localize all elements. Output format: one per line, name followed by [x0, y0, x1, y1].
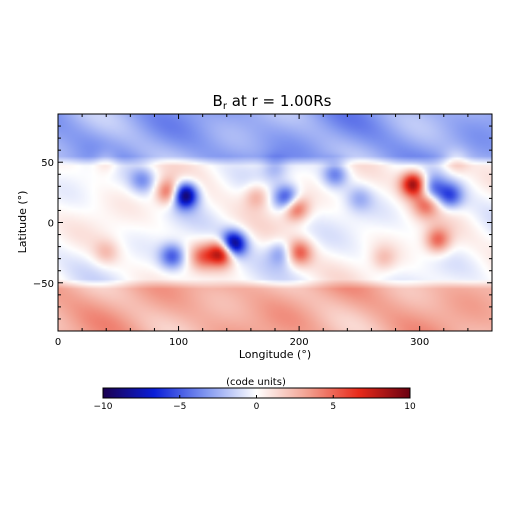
x-tick-label: 0	[55, 337, 61, 348]
y-tick-label: −50	[33, 279, 54, 290]
y-tick-label: 0	[48, 219, 54, 230]
colorbar-tick-label: 5	[330, 402, 336, 412]
x-tick-label: 200	[290, 337, 309, 348]
title-rest: at r = 1.00Rs	[227, 92, 332, 110]
y-axis-ticks: −50 0 50	[33, 125, 492, 320]
colorbar-ticks: −10 −5 0 5 10	[94, 395, 416, 412]
colorbar-tick-label: −5	[173, 402, 186, 412]
chart-title: Br at r = 1.00Rs	[213, 92, 332, 112]
x-tick-label: 100	[169, 337, 188, 348]
colorbar-tick-label: 10	[404, 402, 416, 412]
x-axis-label: Longitude (°)	[239, 348, 311, 361]
colorbar-label: (code units)	[226, 377, 286, 388]
title-subscript: r	[223, 101, 228, 112]
x-tick-label: 300	[410, 337, 429, 348]
colorbar-tick-label: −10	[94, 402, 113, 412]
heatmap-field	[58, 114, 492, 331]
y-tick-label: 50	[41, 158, 54, 169]
y-axis-label: Latitude (°)	[16, 191, 29, 254]
colorbar-tick-label: 0	[254, 402, 260, 412]
x-axis-ticks: 0 100 200 300	[55, 114, 469, 348]
title-main: B	[213, 92, 223, 110]
